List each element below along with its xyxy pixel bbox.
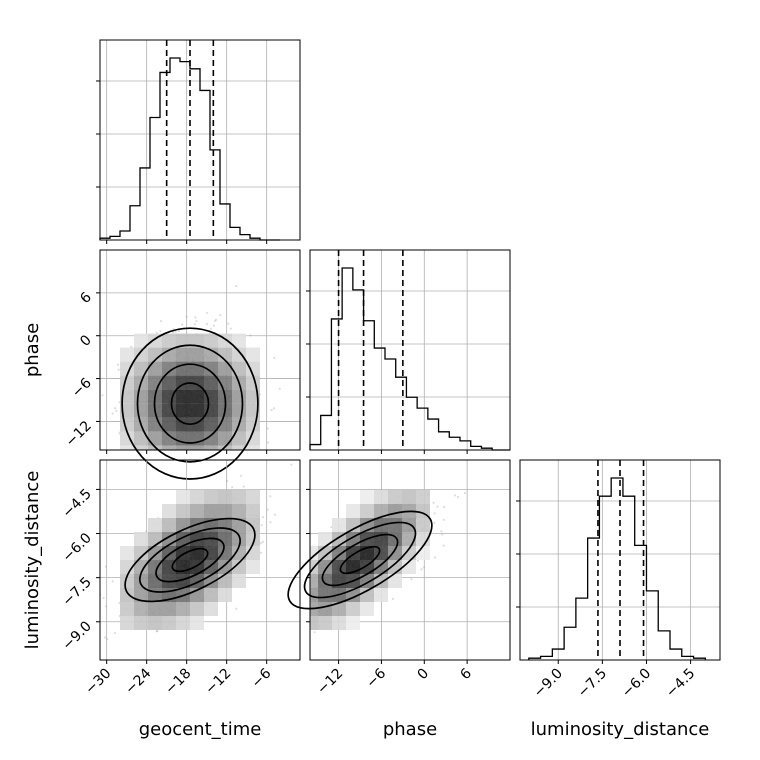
x-axis-title-luminosity-distance: luminosity_distance: [531, 719, 710, 740]
xtick-label-phase-vs-luminosity-distance-0: −12: [314, 666, 346, 698]
contour-geocent-time-vs-phase-3: [121, 327, 259, 480]
contour-phase-vs-luminosity-distance-1: [321, 533, 399, 587]
xtick-label-hist-luminosity-distance-3: −4.5: [663, 666, 698, 701]
ytick-label-geocent-time-vs-phase-2: 0: [77, 332, 95, 350]
y-axis-title-phase: phase: [22, 323, 43, 377]
panel-frame-geocent-time-vs-phase: [99, 249, 301, 451]
contour-geocent-time-vs-phase-2: [136, 344, 244, 463]
contour-phase-vs-luminosity-distance-0: [339, 545, 381, 575]
y-axis-title-luminosity-distance: luminosity_distance: [22, 471, 43, 650]
panel-frame-phase: [309, 249, 511, 451]
x-axis-title-phase: phase: [383, 719, 437, 740]
xtick-label-hist-luminosity-distance-0: −9.0: [531, 666, 566, 701]
ytick-label-geocent-time-vs-phase-1: −6: [69, 375, 95, 401]
panel-frame-luminosity-distance: [519, 459, 721, 661]
contour-phase-vs-luminosity-distance-3: [287, 510, 433, 610]
contour-geocent-time-vs-luminosity-distance-3: [124, 517, 256, 603]
xtick-label-phase-vs-luminosity-distance-2: 0: [414, 666, 432, 684]
ytick-label-geocent-time-vs-luminosity-distance-2: −6.0: [59, 530, 94, 565]
ytick-label-geocent-time-vs-luminosity-distance-1: −7.5: [59, 574, 94, 609]
contour-phase-vs-luminosity-distance-2: [303, 521, 417, 599]
xtick-label-geocent-time-vs-luminosity-distance-3: −12: [202, 666, 234, 698]
contour-geocent-time-vs-phase-0: [170, 382, 210, 426]
histogram-geocent-time: [99, 57, 280, 241]
xtick-label-hist-luminosity-distance-1: −7.5: [575, 666, 610, 701]
xtick-label-phase-vs-luminosity-distance-3: 6: [457, 665, 475, 683]
contour-geocent-time-vs-phase-1: [153, 363, 227, 444]
xtick-label-geocent-time-vs-luminosity-distance-0: −30: [82, 666, 114, 698]
panel-frame-phase-vs-luminosity-distance: [309, 459, 511, 661]
panel-frame-geocent-time-vs-luminosity-distance: [99, 459, 301, 661]
xtick-label-phase-vs-luminosity-distance-1: −6: [363, 665, 389, 691]
contour-geocent-time-vs-luminosity-distance-2: [138, 527, 242, 593]
xtick-label-hist-luminosity-distance-2: −6.0: [619, 666, 654, 701]
density-geocent-time-vs-phase: [120, 333, 260, 450]
xtick-label-geocent-time-vs-luminosity-distance-4: −6: [249, 665, 275, 691]
histogram-phase: [309, 267, 510, 451]
ytick-label-geocent-time-vs-phase-0: −12: [63, 418, 95, 450]
contour-geocent-time-vs-luminosity-distance-1: [155, 537, 225, 583]
density-geocent-time-vs-luminosity-distance: [120, 490, 260, 630]
ytick-label-geocent-time-vs-luminosity-distance-0: −9.0: [59, 618, 94, 653]
x-axis-title-geocent-time: geocent_time: [139, 719, 262, 740]
ytick-label-geocent-time-vs-luminosity-distance-3: −4.5: [59, 486, 94, 521]
panel-frame-geocent-time: [99, 39, 301, 241]
histogram-luminosity-distance: [528, 477, 706, 660]
contour-geocent-time-vs-luminosity-distance-0: [171, 547, 209, 573]
xtick-label-geocent-time-vs-luminosity-distance-1: −24: [122, 665, 154, 697]
xtick-label-geocent-time-vs-luminosity-distance-2: −18: [162, 666, 194, 698]
ytick-label-geocent-time-vs-phase-3: 6: [77, 289, 95, 307]
